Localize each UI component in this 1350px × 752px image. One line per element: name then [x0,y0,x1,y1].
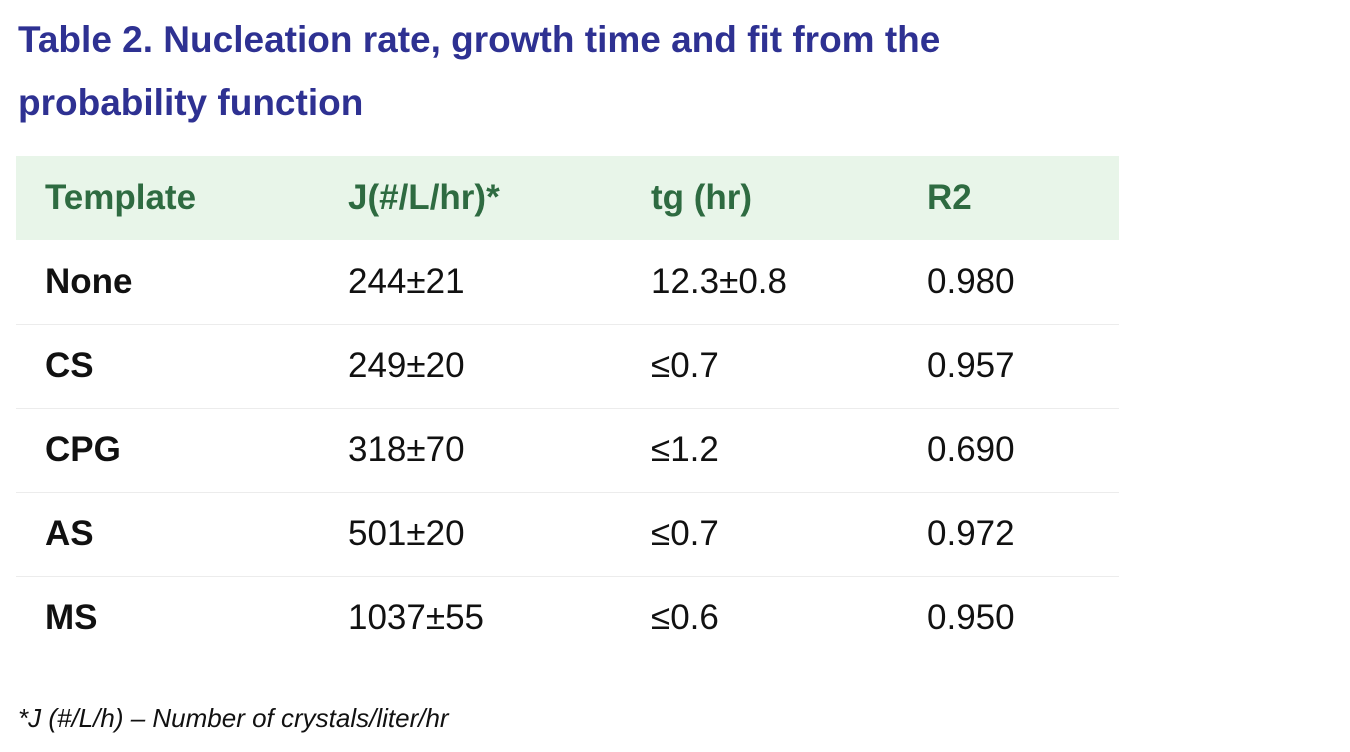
cell-r2: 0.690 [927,430,1015,469]
cell-nucleation-rate: 501±20 [348,514,465,553]
header-r2: R2 [927,178,972,217]
results-table-container: Template J(#/L/hr)* tg (hr) R2 None 244±… [16,156,1119,660]
table-row: CS 249±20 ≤0.7 0.957 [16,324,1119,408]
cell-nucleation-rate: 318±70 [348,430,465,469]
table-row: AS 501±20 ≤0.7 0.972 [16,492,1119,576]
cell-r2: 0.980 [927,261,1015,301]
cell-growth-time: ≤0.7 [651,514,719,553]
table-row: CPG 318±70 ≤1.2 0.690 [16,408,1119,492]
cell-growth-time: 12.3±0.8 [651,261,787,301]
cell-r2: 0.972 [927,514,1015,553]
table-header: Template J(#/L/hr)* tg (hr) R2 [16,156,1119,240]
cell-template: MS [45,598,98,638]
header-row: Template J(#/L/hr)* tg (hr) R2 [16,156,1119,240]
cell-growth-time: ≤1.2 [651,430,719,469]
table-body: None 244±21 12.3±0.8 0.980 CS 249±20 ≤0.… [16,240,1119,660]
cell-r2: 0.957 [927,346,1015,385]
header-growth-time: tg (hr) [651,178,753,217]
table-caption: Table 2. Nucleation rate, growth time an… [18,19,941,123]
cell-nucleation-rate: 244±21 [348,261,465,301]
table-row: MS 1037±55 ≤0.6 0.950 [16,576,1119,660]
cell-growth-time: ≤0.7 [651,346,719,385]
header-nucleation-rate: J(#/L/hr)* [348,178,500,217]
cell-template: CPG [45,430,121,469]
cell-r2: 0.950 [927,598,1015,638]
results-table: Template J(#/L/hr)* tg (hr) R2 None 244±… [16,156,1119,660]
table-row: None 244±21 12.3±0.8 0.980 [16,240,1119,324]
cell-template: AS [45,514,94,553]
cell-template: None [45,261,133,301]
header-template: Template [45,178,197,217]
cell-growth-time: ≤0.6 [651,598,719,638]
cell-template: CS [45,346,94,385]
cell-nucleation-rate: 249±20 [348,346,465,385]
cell-nucleation-rate: 1037±55 [348,598,485,638]
table-footnote: *J (#/L/h) – Number of crystals/liter/hr [18,703,449,733]
